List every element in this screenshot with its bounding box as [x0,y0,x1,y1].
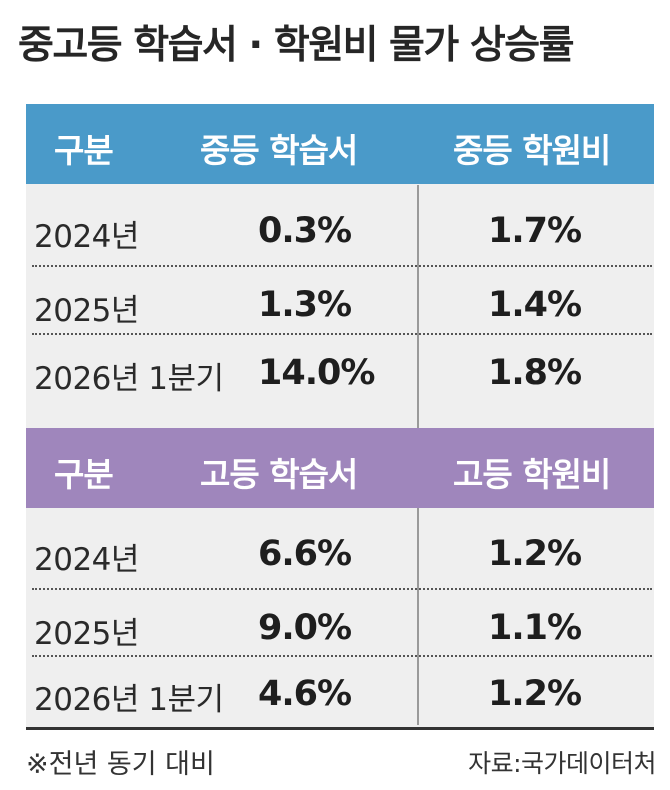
data-label: 0.3% [258,211,352,251]
table-row: 2025년 9.0% 1.1% [26,594,654,660]
table-row: 2024년 6.6% 1.2% [26,520,654,586]
data-label: 1.4% [488,285,582,325]
header-high-academy-fee: 고등 학원비 [453,455,611,494]
header-high-workbook: 고등 학습서 [200,455,358,494]
row-label: 2025년 [34,293,139,329]
header-category: 구분 [54,131,114,170]
row-label: 2024년 [34,542,139,578]
data-label: 6.6% [258,534,352,574]
data-label: 1.2% [488,674,582,714]
data-label: 1.1% [488,608,582,648]
row-separator [32,655,652,657]
table-row: 2026년 1분기 4.6% 1.2% [26,660,654,726]
row-separator [32,333,652,335]
table-row: 2026년 1분기 14.0% 1.8% [26,339,654,405]
row-label: 2025년 [34,616,139,652]
table-row: 2025년 1.3% 1.4% [26,271,654,337]
row-label: 2026년 1분기 [34,682,224,718]
data-label: 14.0% [258,353,375,393]
table-header-middle-school: 구분 중등 학습서 중등 학원비 [26,104,654,184]
footnote: ※전년 동기 대비 [26,749,215,780]
data-label: 9.0% [258,608,352,648]
header-category: 구분 [54,455,114,494]
data-label: 1.3% [258,285,352,325]
data-label: 4.6% [258,674,352,714]
table-row: 2024년 0.3% 1.7% [26,197,654,263]
data-label: 1.2% [488,534,582,574]
table-bottom-rule [26,727,654,730]
row-label: 2026년 1분기 [34,361,224,397]
row-label: 2024년 [34,219,139,255]
table-background [26,104,654,728]
row-separator [32,588,652,590]
table-header-high-school: 구분 고등 학습서 고등 학원비 [26,428,654,508]
data-label: 1.7% [488,211,582,251]
header-middle-academy-fee: 중등 학원비 [453,131,611,170]
data-label: 1.8% [488,353,582,393]
source-label: 자료:국가데이터처 [468,749,656,778]
header-middle-workbook: 중등 학습서 [200,131,358,170]
chart-title: 중고등 학습서 · 학원비 물가 상승률 [18,23,575,68]
row-separator [32,265,652,267]
